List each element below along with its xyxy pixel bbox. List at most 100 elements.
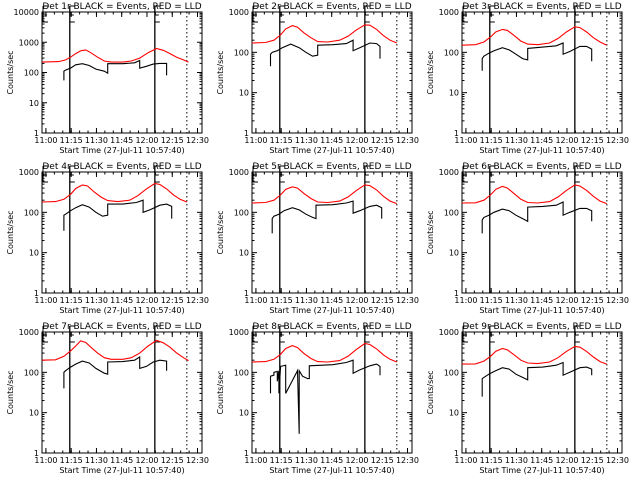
x-tick-label: 12:00 xyxy=(345,456,368,465)
y-tick-label: 100 xyxy=(444,368,459,377)
y-tick-label: 100 xyxy=(234,48,249,57)
y-tick-label: 1 xyxy=(454,129,459,138)
marker-glyph-E xyxy=(574,325,580,343)
x-axis-label: Start Time (27-Jul-11 10:57:40) xyxy=(59,466,184,475)
x-tick-label: 11:45 xyxy=(320,136,343,145)
marker-glyph-E xyxy=(364,165,370,183)
marker-glyph-E xyxy=(364,325,370,343)
marker-glyph-E xyxy=(364,5,370,23)
marker-glyph-F xyxy=(489,325,495,343)
x-tick-label: 12:00 xyxy=(555,296,578,305)
panel-title: Det 3r BLACK = Events, RED = LLD xyxy=(462,2,621,12)
x-tick-label: 12:15 xyxy=(581,456,604,465)
marker-glyph-E xyxy=(252,165,258,183)
x-tick-label: 11:00 xyxy=(34,296,57,305)
marker-glyph-F xyxy=(69,5,75,23)
x-tick-label: 12:30 xyxy=(396,456,419,465)
x-tick-label: 11:45 xyxy=(110,296,133,305)
y-tick-label: 1 xyxy=(34,289,39,298)
lld-red-line xyxy=(41,182,188,203)
x-tick-label: 11:30 xyxy=(505,456,528,465)
plot-frame xyxy=(41,331,203,454)
marker-glyph-F xyxy=(279,165,285,183)
plot-frame xyxy=(461,171,623,294)
y-tick-label: 10 xyxy=(239,249,249,258)
y-axis-label: Counts/sec xyxy=(6,50,15,94)
marker-glyph-E xyxy=(154,5,160,23)
x-tick-label: 12:30 xyxy=(396,296,419,305)
y-tick-label: 1 xyxy=(244,449,249,458)
x-tick-label: 12:30 xyxy=(186,456,209,465)
x-tick-label: 12:15 xyxy=(581,296,604,305)
marker-glyph-E xyxy=(252,5,258,23)
events-black-line xyxy=(269,39,381,67)
marker-glyph-E xyxy=(574,5,580,23)
panel-1: Det 1r BLACK = Events, RED = LLD 1 10 100 10… xyxy=(6,2,209,155)
lld-red-line xyxy=(251,184,397,205)
lld-red-line xyxy=(251,342,398,363)
events-black-line xyxy=(481,361,593,397)
y-tick-label: 1 xyxy=(244,289,249,298)
marker-glyph-E xyxy=(574,165,580,183)
marker-glyph-E xyxy=(252,325,258,343)
x-tick-label: 11:30 xyxy=(295,136,318,145)
x-tick-label: 11:30 xyxy=(295,296,318,305)
x-axis-label: Start Time (27-Jul-11 10:57:40) xyxy=(269,306,394,315)
x-tick-label: 11:15 xyxy=(270,136,293,145)
y-axis-label: Counts/sec xyxy=(426,50,435,94)
x-tick-label: 11:15 xyxy=(480,456,503,465)
y-tick-label: 10 xyxy=(29,249,39,258)
x-tick-label: 11:30 xyxy=(85,296,108,305)
y-tick-label: 1000 xyxy=(229,8,249,17)
x-tick-label: 11:45 xyxy=(530,296,553,305)
x-tick-label: 12:00 xyxy=(135,456,158,465)
y-tick-label: 10 xyxy=(29,409,39,418)
lld-red-line xyxy=(461,184,607,205)
y-tick-label: 1000 xyxy=(229,328,249,337)
y-tick-label: 10 xyxy=(449,249,459,258)
x-tick-label: 12:00 xyxy=(345,296,368,305)
x-tick-label: 12:30 xyxy=(606,456,629,465)
y-tick-label: 100 xyxy=(444,48,459,57)
panel-title: Det 7r BLACK = Events, RED = LLD xyxy=(42,322,201,332)
plot-frame xyxy=(461,11,623,134)
lld-red-line xyxy=(461,345,607,365)
plot-frame xyxy=(461,331,623,454)
x-tick-label: 11:15 xyxy=(270,296,293,305)
x-tick-label: 11:15 xyxy=(60,136,83,145)
y-axis-label: Counts/sec xyxy=(216,50,225,94)
plot-frame xyxy=(251,11,413,134)
panel-title: Det 6r BLACK = Events, RED = LLD xyxy=(462,162,621,172)
x-tick-label: 11:45 xyxy=(320,456,343,465)
x-tick-label: 11:30 xyxy=(295,456,318,465)
x-tick-label: 12:15 xyxy=(581,136,604,145)
x-axis-label: Start Time (27-Jul-11 10:57:40) xyxy=(269,146,394,155)
panel-3: Det 3r BLACK = Events, RED = LLD 1 10 100 10… xyxy=(426,2,629,155)
marker-glyph-E xyxy=(42,5,48,23)
marker-glyph-E xyxy=(154,325,160,343)
panel-7: Det 7r BLACK = Events, RED = LLD 1 10 100 10… xyxy=(6,322,209,475)
x-tick-label: 12:15 xyxy=(371,456,394,465)
x-tick-label: 11:00 xyxy=(454,136,477,145)
x-tick-label: 12:00 xyxy=(345,136,368,145)
y-tick-label: 1000 xyxy=(439,8,459,17)
panel-5: Det 5r BLACK = Events, RED = LLD 1 10 100 10… xyxy=(216,162,419,315)
y-axis-label: Counts/sec xyxy=(426,210,435,254)
y-tick-label: 100 xyxy=(24,69,39,78)
panel-title: Det 1r BLACK = Events, RED = LLD xyxy=(42,2,201,12)
x-tick-label: 11:00 xyxy=(454,456,477,465)
events-black-line xyxy=(63,199,173,231)
x-tick-label: 11:00 xyxy=(244,296,267,305)
x-tick-label: 11:45 xyxy=(110,136,133,145)
events-black-line xyxy=(271,200,383,234)
x-tick-label: 11:15 xyxy=(60,296,83,305)
x-tick-label: 12:00 xyxy=(555,136,578,145)
y-axis-label: Counts/sec xyxy=(216,370,225,414)
x-tick-label: 11:30 xyxy=(505,296,528,305)
y-tick-label: 10 xyxy=(449,409,459,418)
marker-glyph-F xyxy=(279,5,285,23)
y-tick-label: 1000 xyxy=(229,168,249,177)
y-tick-label: 1 xyxy=(34,449,39,458)
lld-red-line xyxy=(251,24,398,44)
